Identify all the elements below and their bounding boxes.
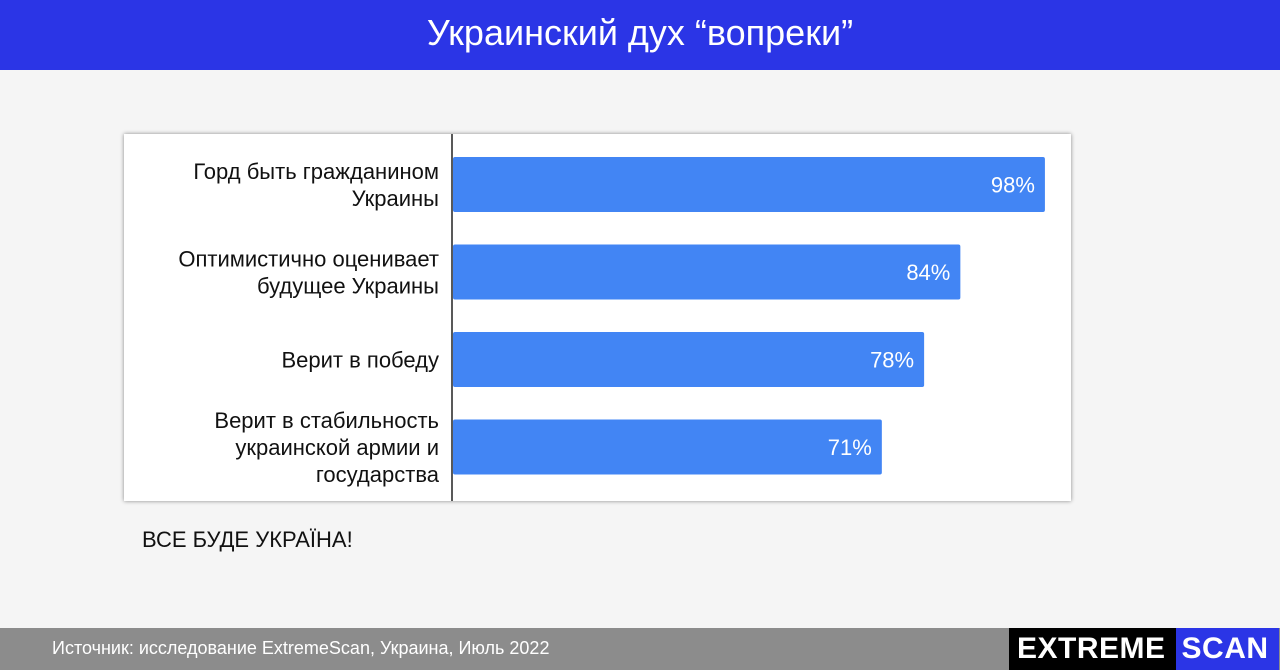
logo-extreme: EXTREME — [1009, 628, 1176, 670]
bar-chart-svg: 98% Горд быть гражданином Украины 84% Оптими… — [178, 134, 1045, 501]
logo-scan: SCAN — [1175, 628, 1279, 670]
category-label-line: Верит в стабильность — [214, 408, 439, 433]
source-note: Источник: исследование ExtremeScan, Укра… — [52, 638, 550, 658]
bar-2 — [453, 332, 925, 387]
category-label-1: Оптимистично оценивает будущее Украины — [178, 247, 439, 299]
bar-value-label-3: 71% — [828, 435, 872, 460]
category-label-2: Верит в победу — [281, 348, 439, 373]
extremescan-logo: EXTREME SCAN — [1009, 628, 1279, 670]
tagline: ВСЕ БУДЕ УКРАЇНА! — [142, 527, 353, 552]
bar-value-label-2: 78% — [870, 348, 914, 373]
category-label-line: Оптимистично оценивает — [178, 247, 439, 272]
footer: Источник: исследование ExtremeScan, Укра… — [0, 628, 1280, 670]
bar-1 — [453, 244, 961, 300]
bar-0 — [453, 157, 1045, 212]
category-label-line: государства — [316, 462, 440, 487]
bar-value-label-0: 98% — [991, 173, 1035, 198]
category-label-0: Горд быть гражданином Украины — [193, 159, 439, 211]
page-title: Украинский дух “вопреки” — [426, 12, 854, 53]
header-banner: Украинский дух “вопреки” — [0, 0, 1280, 70]
category-label-line: Горд быть гражданином — [193, 159, 439, 184]
category-label-line: будущее Украины — [257, 274, 439, 299]
category-label-line: украинской армии и — [235, 435, 439, 460]
bar-chart: 98% Горд быть гражданином Украины 84% Оптими… — [124, 134, 1071, 501]
category-label-line: Верит в победу — [281, 348, 439, 373]
category-label-line: Украины — [352, 186, 439, 211]
category-label-3: Верит в стабильность украинской армии и го… — [214, 408, 439, 487]
bar-3 — [453, 419, 882, 475]
bar-value-label-1: 84% — [906, 260, 950, 285]
